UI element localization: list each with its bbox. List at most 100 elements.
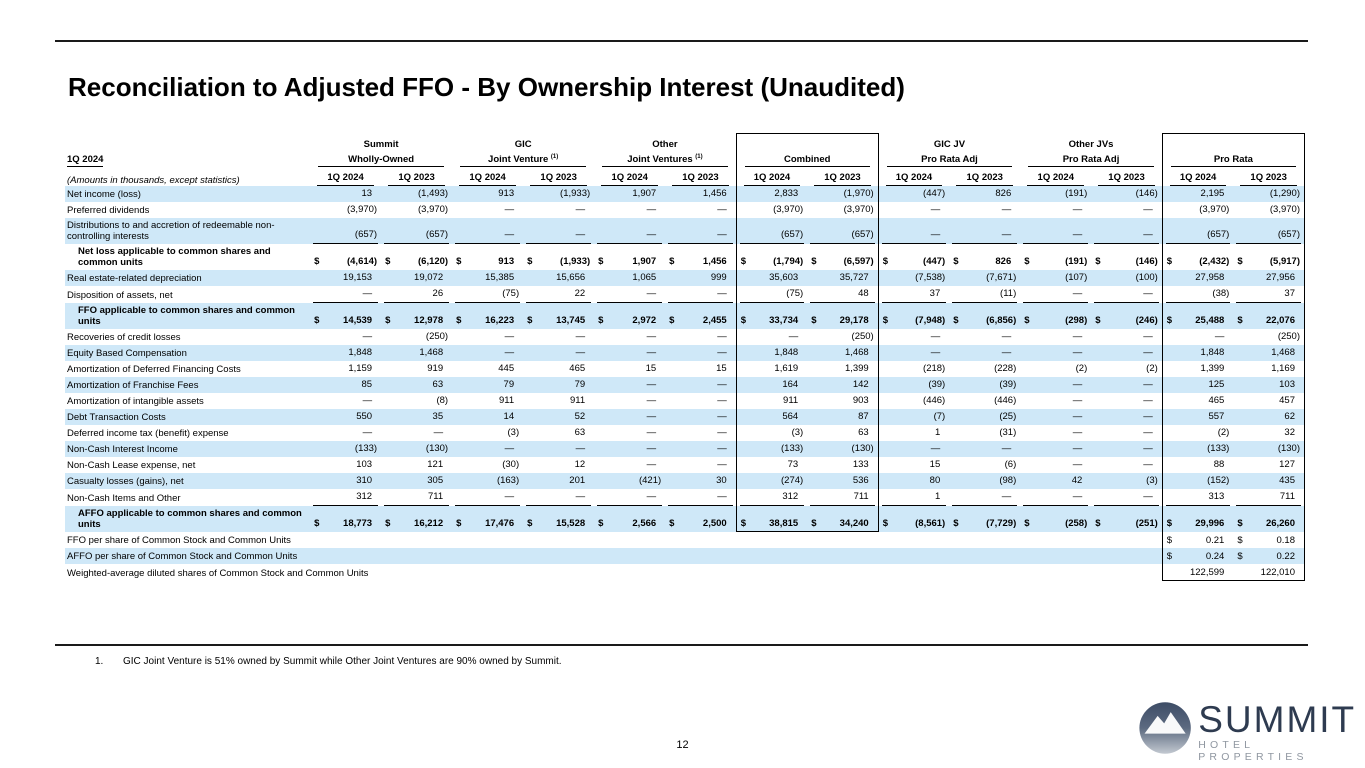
table-cell: 999 <box>665 269 737 286</box>
table-cell: 711 <box>381 489 452 506</box>
table-cell: — <box>665 408 737 425</box>
table-cell <box>452 564 523 581</box>
table-cell <box>1020 548 1092 564</box>
table-cell: — <box>594 376 666 393</box>
table-cell: (250) <box>1233 328 1306 345</box>
table-cell: $13,745 <box>523 302 595 329</box>
table-cell <box>1020 532 1091 549</box>
table-cell: — <box>665 489 736 506</box>
table-row: Casualty losses (gains), net 310 305 (163) 2… <box>65 472 1306 489</box>
table-cell: 125 <box>1161 376 1234 393</box>
table-cell <box>1020 564 1091 581</box>
table-cell: 1,065 <box>594 269 666 286</box>
table-cell: $ (246) <box>1091 302 1163 329</box>
row-label: Non-Cash Lease expense, net <box>67 459 196 471</box>
table-cell: 15 <box>716 363 727 374</box>
row-label: Deferred income tax (benefit) expense <box>67 427 229 439</box>
table-cell: — <box>1091 376 1163 393</box>
table-cell: — <box>1020 489 1091 506</box>
table-cell: — <box>575 204 586 215</box>
table-cell: $17,476 <box>452 505 524 532</box>
table-row: Distributions to and accretion of redeem… <box>65 217 1306 244</box>
table-cell: (2) <box>1075 363 1088 374</box>
top-rule <box>55 40 1308 42</box>
table-cell: (657) <box>1161 217 1234 244</box>
table-row: Net loss applicable to common shares and… <box>65 243 1306 270</box>
table-cell: — <box>1091 440 1163 457</box>
table-cell: 37 <box>1233 285 1306 303</box>
table-cell: (1,933) <box>523 185 595 202</box>
table-cell: 63 <box>807 424 879 441</box>
table-cell: 826 <box>949 185 1021 202</box>
table-cell: 63 <box>381 376 453 393</box>
table-cell <box>452 532 523 549</box>
table-cell: 15,385 <box>452 269 524 286</box>
period-header: 1Q 2024 <box>310 167 381 186</box>
table-cell: — <box>717 459 727 470</box>
row-label: AFFO applicable to common shares and com… <box>65 505 311 532</box>
table-cell: $ (6,120) <box>385 256 449 267</box>
header-group-row2: 1Q 2024 Wholly-Owned Joint Venture (1) Join… <box>65 149 1306 167</box>
table-row: Non-Cash Lease expense, net 103 121 (30) 12 —… <box>65 456 1306 473</box>
table-cell: $0.21 <box>1161 531 1234 548</box>
table-cell: 37 <box>878 286 949 303</box>
table-cell: $2,972 <box>594 302 666 329</box>
table-cell: $25,488 <box>1161 302 1234 329</box>
table-cell: — <box>594 440 666 457</box>
table-cell: — <box>1020 286 1091 303</box>
table-cell: 445 <box>498 363 515 374</box>
table-cell: (39) <box>878 376 950 393</box>
table-row: Equity Based Compensation 1,848 1,468— — — —1… <box>65 344 1306 361</box>
table-cell: 550 <box>310 408 382 425</box>
period-header: 1Q 2023 <box>665 167 736 186</box>
table-cell: (446) <box>994 395 1017 406</box>
table-cell: (2) <box>1146 363 1158 374</box>
row-label: Net loss applicable to common shares and… <box>78 245 271 268</box>
table-cell: — <box>1072 331 1083 342</box>
table-cell: — <box>310 286 381 303</box>
table-row: AFFO per share of Common Stock and Commo… <box>65 548 1306 564</box>
table-row: Amortization of Franchise Fees 85 63 79 79— —… <box>65 376 1306 393</box>
table-row: Deferred income tax (benefit) expense — — (… <box>65 424 1306 441</box>
table-cell: — <box>949 217 1021 244</box>
table-cell: 1,399 <box>807 360 879 377</box>
table-cell: 27,956 <box>1233 269 1306 286</box>
table-cell: — <box>665 344 737 361</box>
table-cell <box>736 548 808 564</box>
table-cell: (11) <box>949 286 1020 303</box>
table-cell: $ (1,933) <box>527 256 591 267</box>
table-cell: — <box>594 217 666 244</box>
footnote-text: GIC Joint Venture is 51% owned by Summit… <box>123 656 562 667</box>
table-cell: (3,970) <box>1233 201 1306 218</box>
table-cell: 122,010 <box>1233 564 1306 581</box>
table-cell: 312 <box>310 489 381 506</box>
table-cell: (75) <box>452 286 523 303</box>
table-cell: 2,833 <box>735 185 808 202</box>
table-cell: — <box>1020 344 1092 361</box>
table-cell: 35,727 <box>807 269 879 286</box>
left-period-header: 1Q 2024 <box>67 153 104 167</box>
table-row: Net income (loss) 13 (1,493) 913 (1,933) 1,90… <box>65 185 1306 202</box>
table-cell: 1,848 <box>1161 344 1234 361</box>
table-cell: — <box>1091 489 1162 506</box>
table-cell: $0.22 <box>1233 548 1306 564</box>
table-cell <box>1091 564 1162 581</box>
table-cell: 14 <box>452 408 524 425</box>
table-cell: — <box>594 344 666 361</box>
table-cell: — <box>930 331 941 342</box>
table-cell: $2,566 <box>594 505 666 532</box>
table-row: Real estate-related depreciation 19,153 19… <box>65 269 1306 286</box>
period-header: 1Q 2024 <box>878 167 949 186</box>
table-cell: — <box>594 286 665 303</box>
table-cell: (133) <box>310 440 382 457</box>
table-cell <box>381 548 453 564</box>
row-label: Distributions to and accretion of redeem… <box>65 217 311 244</box>
table-cell: (3,970) <box>346 204 378 215</box>
table-cell: 79 <box>452 376 524 393</box>
table-cell: (6) <box>1004 459 1017 470</box>
row-label: Weighted-average diluted shares of Commo… <box>67 567 369 579</box>
table-cell: (446) <box>923 395 946 406</box>
table-cell: — <box>878 217 950 244</box>
table-cell: — <box>878 344 950 361</box>
table-cell: 26 <box>381 286 452 303</box>
